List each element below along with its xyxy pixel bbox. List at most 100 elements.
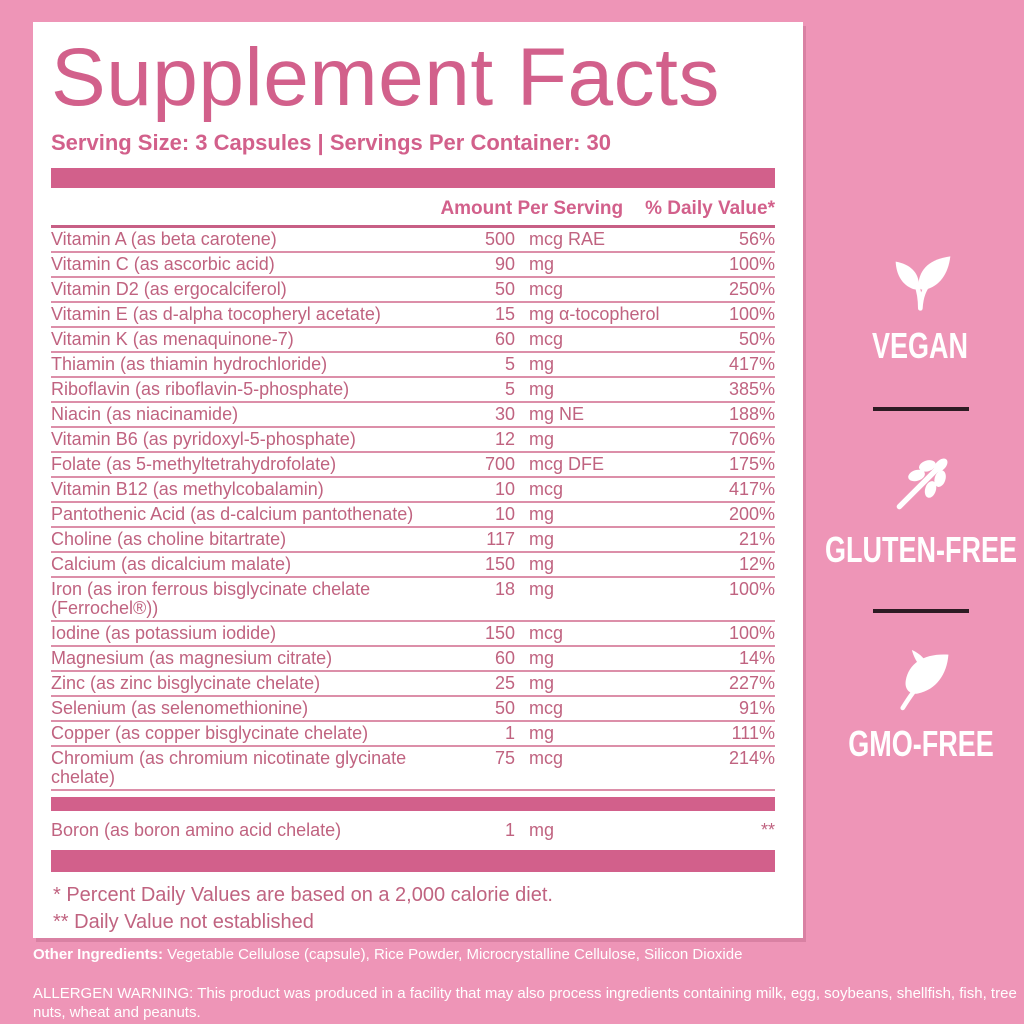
leaf-icon [899,650,948,711]
table-row: Vitamin A (as beta carotene) 500 mcg RAE 56… [51,228,775,253]
nutrient-amount: 12 [494,429,515,449]
nutrient-unit: mg α-tocopherol [529,304,660,324]
table-row: Zinc (as zinc bisglycinate chelate) 25 mg 2… [51,672,775,697]
nutrient-name: Vitamin E (as d-alpha tocopheryl acetate… [51,304,381,324]
nutrient-name: Pantothenic Acid (as d-calcium pantothen… [51,504,414,524]
badge-divider [872,609,969,613]
panel-title: Supplement Facts [51,32,720,123]
table-row: Folate (as 5-methyltetrahydrofolate) 700 m… [51,453,775,478]
table-row: Calcium (as dicalcium malate) 150 mg 12% [51,553,775,578]
nutrient-name: Magnesium (as magnesium citrate) [51,648,333,668]
nutrient-daily-value: 188% [728,404,775,424]
nutrient-name: Vitamin K (as menaquinone-7) [51,329,294,349]
nutrient-amount: 30 [494,404,515,424]
nutrient-amount: 117 [486,529,515,549]
nutrient-amount: 150 [484,623,515,643]
table-row: Boron (as boron amino acid chelate) 1 mg… [51,817,775,844]
nutrient-amount: 5 [504,379,515,399]
nutrient-unit: mcg [529,698,564,718]
table-row: Pantothenic Acid (as d-calcium pantothen… [51,503,775,528]
badge-divider [872,407,969,411]
nutrient-unit: mcg [529,479,564,499]
nutrient-amount: 5 [504,354,515,374]
nutrient-amount: 150 [484,554,515,574]
nutrient-daily-value: 175% [728,454,775,474]
nutrient-name: Selenium (as selenomethionine) [51,698,309,718]
nutrient-unit: mcg [529,279,564,299]
gluten-free-badge-label: GLUTEN-FREE [824,529,1017,570]
nutrient-amount: 10 [494,504,515,524]
nutrient-name: Riboflavin (as riboflavin-5-phosphate) [51,379,350,399]
nutrient-amount: 50 [494,698,515,718]
nutrient-name: Vitamin D2 (as ergocalciferol) [51,279,287,299]
nutrient-unit: mg [529,648,555,668]
nutrient-amount: 90 [494,254,515,274]
nutrient-daily-value: 100% [728,623,775,643]
nutrient-daily-value: 214% [728,748,775,768]
nutrient-unit: mg [529,354,555,374]
table-row: Selenium (as selenomethionine) 50 mcg 91% [51,697,775,722]
nutrient-unit: mcg [529,748,564,768]
table-row: Thiamin (as thiamin hydrochloride) 5 mg 417… [51,353,775,378]
nutrient-daily-value: 417% [728,479,775,499]
table-row: Vitamin D2 (as ergocalciferol) 50 mcg 250% [51,278,775,303]
nutrient-daily-value: 12% [738,554,775,574]
divider-bar-middle [51,797,775,811]
badge-column: VEGAN GLUTEN-FREE GMO-FREE [818,255,1023,765]
allergen-warning: ALLERGEN WARNING: This product was produ… [33,985,1017,1021]
nutrient-name: Iron (as iron ferrous bisglycinate chela… [51,579,371,618]
nutrient-daily-value: 50% [738,329,775,349]
table-row: Niacin (as niacinamide) 30 mg NE 188% [51,403,775,428]
daily-value-column-header: % Daily Value* [645,198,775,219]
nutrient-amount: 1 [504,723,515,743]
nutrient-daily-value: 111% [731,723,775,743]
nutrient-amount: 18 [494,579,515,599]
nutrient-name: Vitamin B6 (as pyridoxyl-5-phosphate) [51,429,356,449]
nutrient-amount: 75 [494,748,515,768]
nutrient-unit: mg [529,554,555,574]
nutrient-unit: mg [529,504,555,524]
nutrient-amount: 15 [494,304,515,324]
vegan-badge-label: VEGAN [872,325,969,366]
nutrient-amount: 25 [494,673,515,693]
nutrient-daily-value: 21% [738,529,775,549]
other-ingredients: Other Ingredients: Vegetable Cellulose (… [33,946,1003,963]
nutrient-daily-value: 250% [728,279,775,299]
nutrient-unit: mg [529,673,555,693]
nutrient-name: Boron (as boron amino acid chelate) [51,820,342,840]
table-row: Vitamin E (as d-alpha tocopheryl acetate… [51,303,775,328]
nutrient-name: Vitamin B12 (as methylcobalamin) [51,479,324,499]
nutrient-name: Zinc (as zinc bisglycinate chelate) [51,673,321,693]
nutrient-unit: mg [529,379,555,399]
nutrient-daily-value: 385% [728,379,775,399]
other-ingredients-label: Other Ingredients: [33,946,164,963]
nutrient-name: Thiamin (as thiamin hydrochloride) [51,354,328,374]
nutrient-unit: mcg DFE [529,454,605,474]
daily-value-footnote: * Percent Daily Values are based on a 2,… [53,884,553,906]
nutrient-amount: 60 [494,648,515,668]
nutrient-daily-value: 706% [728,429,775,449]
nutrient-amount: 1 [504,820,515,840]
nutrient-amount: 700 [484,454,515,474]
nutrient-name: Choline (as choline bitartrate) [51,529,287,549]
table-row: Vitamin K (as menaquinone-7) 60 mcg 50% [51,328,775,353]
table-row: Riboflavin (as riboflavin-5-phosphate) 5 m… [51,378,775,403]
table-row: Vitamin B6 (as pyridoxyl-5-phosphate) 12 m… [51,428,775,453]
serving-info: Serving Size: 3 Capsules | Servings Per … [51,130,612,155]
table-row: Iron (as iron ferrous bisglycinate chela… [51,578,775,622]
nutrient-name: Vitamin A (as beta carotene) [51,229,277,249]
nutrient-name: Folate (as 5-methyltetrahydrofolate) [51,454,337,474]
other-ingredients-text: Vegetable Cellulose (capsule), Rice Powd… [163,946,743,963]
nutrient-daily-value: 14% [738,648,775,668]
wheat-icon [896,458,947,510]
nutrient-amount: 60 [494,329,515,349]
nutrient-unit: mcg [529,623,564,643]
divider-bar-bottom [51,850,775,872]
nutrient-unit: mg [529,254,555,274]
nutrient-unit: mg [529,429,555,449]
vegan-leaves-icon [895,256,950,311]
table-row: Copper (as copper bisglycinate chelate) 1… [51,722,775,747]
nutrient-name: Iodine (as potassium iodide) [51,623,277,643]
nutrient-daily-value: 100% [728,304,775,324]
